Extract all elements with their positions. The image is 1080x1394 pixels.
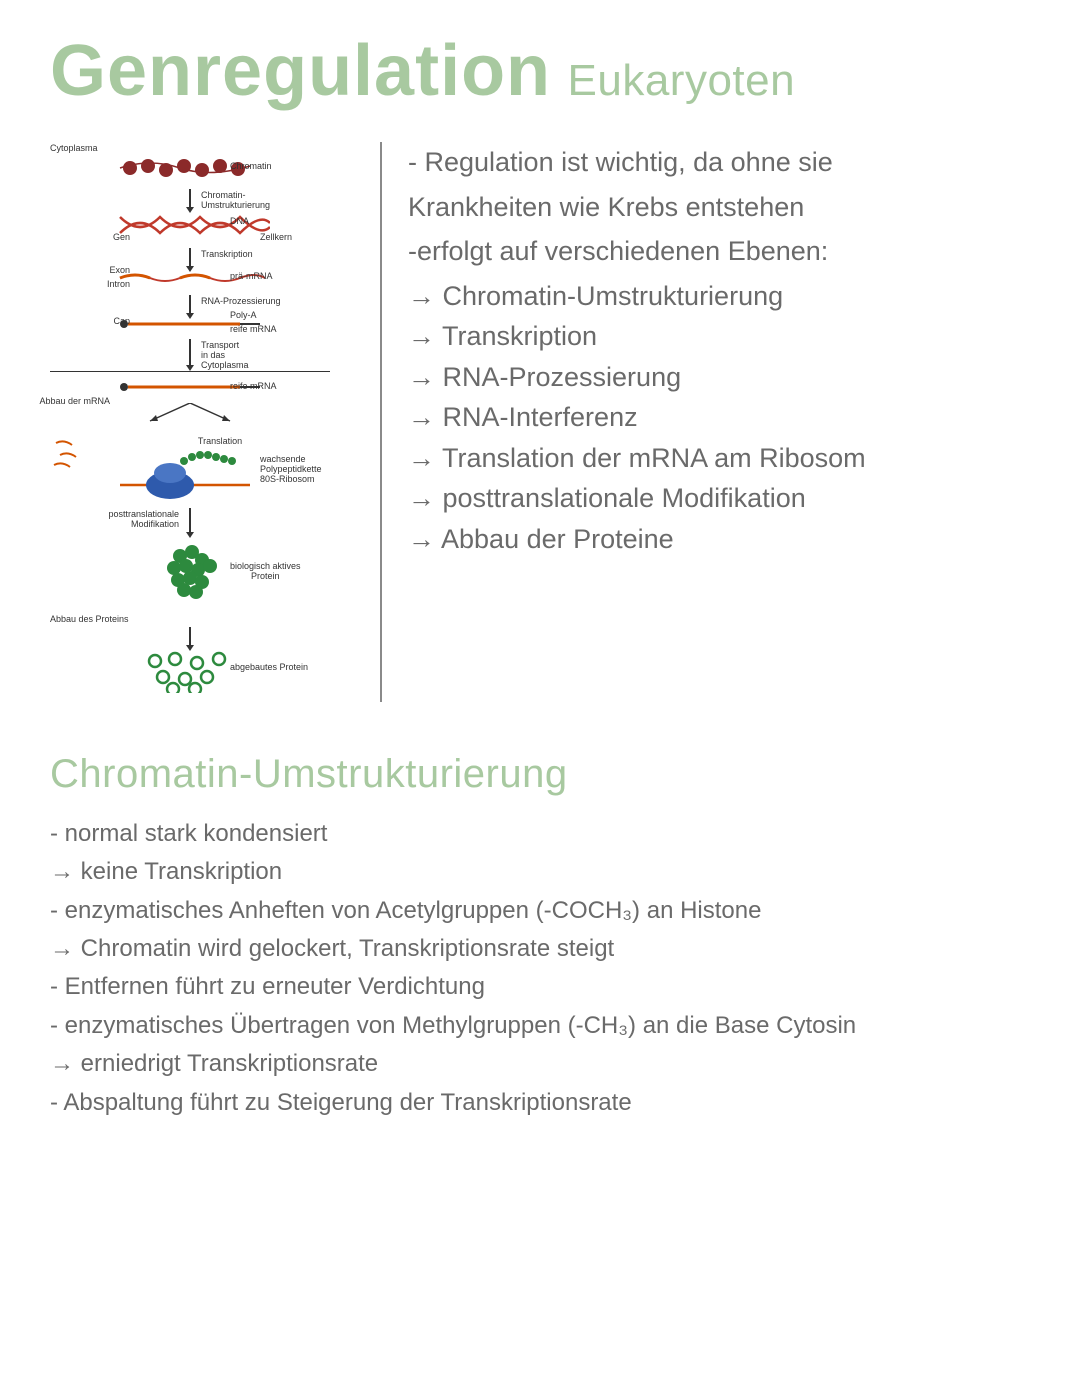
diagram-label-zellkern: Zellkern xyxy=(260,233,292,243)
gene-regulation-diagram: Cytoplasma Chromatin Chromatin- Umstrukt… xyxy=(50,144,330,696)
diagram-arrow xyxy=(189,627,191,647)
diagram-label-dna: DNA xyxy=(230,217,249,227)
diagram-label-transkription: Transkription xyxy=(201,250,253,260)
diagram-label-abbaumrna: Abbau der mRNA xyxy=(39,397,110,407)
split-arrow-icon xyxy=(110,403,270,429)
diagram-label-bioaktiv: biologisch aktives Protein xyxy=(230,562,301,582)
level-item: Translation der mRNA am Ribosom xyxy=(408,438,1030,479)
diagram-translation-row: Translation wachsende Polypeptidkette 80… xyxy=(50,435,330,502)
diagram-chromatin-row: Chromatin xyxy=(50,156,330,183)
degraded-mrna-icon xyxy=(50,435,100,471)
intro-line-1: - Regulation ist wichtig, da ohne sie xyxy=(408,142,1030,183)
level-item: RNA-Interferenz xyxy=(408,397,1030,438)
level-item: Chromatin-Umstrukturierung xyxy=(408,276,1030,317)
page-title-block: Genregulation Eukaryoten xyxy=(50,30,1030,112)
diagram-reifemrna-row: Cap Poly-A reife mRNA xyxy=(50,317,330,334)
list-item: enzymatisches Übertragen von Methylgrupp… xyxy=(50,1007,1030,1045)
diagram-label-transport: Transport in das Cytoplasma xyxy=(201,341,249,371)
diagram-arrow: Transport in das Cytoplasma xyxy=(189,339,191,367)
ribosome-icon xyxy=(110,449,270,499)
diagram-label-gen: Gen xyxy=(113,233,130,243)
list-item: normal stark kondensiert xyxy=(50,815,1030,853)
diagram-nucleus-border xyxy=(50,371,330,372)
diagram-label-exon: Exon xyxy=(109,266,130,276)
diagram-split-row: Abbau der mRNA xyxy=(50,403,330,429)
section2-body: normal stark kondensiert keine Transkrip… xyxy=(50,815,1030,1122)
intro-line-2: Krankheiten wie Krebs entstehen xyxy=(408,187,1030,228)
list-item: Entfernen führt zu erneuter Verdichtung xyxy=(50,968,1030,1006)
diagram-label-reife2: reife mRNA xyxy=(230,382,277,392)
level-item: Transkription xyxy=(408,316,1030,357)
diagram-label-chromatin: Chromatin xyxy=(230,162,272,172)
diagram-label-rnaproc: RNA-Prozessierung xyxy=(201,297,281,307)
diagram-arrow: RNA-Prozessierung xyxy=(189,295,191,315)
diagram-label-translation: Translation xyxy=(110,437,330,447)
diagram-degraded-row: abgebautes Protein xyxy=(50,649,330,696)
diagram-label-intron: Intron xyxy=(107,280,130,290)
diagram-pramrna-row: Exon Intron prä-mRNA xyxy=(50,270,330,289)
list-item: Abspaltung führt zu Steigerung der Trans… xyxy=(50,1084,1030,1122)
diagram-label-reife: reife mRNA xyxy=(230,325,277,335)
diagram-arrow: posttranslationale Modifikation xyxy=(189,508,191,534)
diagram-column: Cytoplasma Chromatin Chromatin- Umstrukt… xyxy=(50,142,350,702)
diagram-label-abbauprot: Abbau des Proteins xyxy=(50,615,330,625)
diagram-label-cap: Cap xyxy=(113,317,130,327)
diagram-label-polyA: Poly-A xyxy=(230,311,257,321)
diagram-dna-row: DNA Gen Zellkern xyxy=(50,211,330,242)
two-column-layout: Cytoplasma Chromatin Chromatin- Umstrukt… xyxy=(50,142,1030,702)
level-item: RNA-Prozessierung xyxy=(408,357,1030,398)
list-item: erniedrigt Transkriptionsrate xyxy=(50,1045,1030,1083)
diagram-reifemrna2-row: reife mRNA xyxy=(50,380,330,397)
diagram-label-wachsende: wachsende Polypeptidkette 80S-Ribosom xyxy=(260,455,322,485)
diagram-label-chrom-umstr: Chromatin- Umstrukturierung xyxy=(201,191,270,211)
title-sub: Eukaryoten xyxy=(568,56,796,105)
diagram-label-postmod: posttranslationale Modifikation xyxy=(99,510,179,530)
list-item: keine Transkription xyxy=(50,853,1030,891)
section-heading-chromatin: Chromatin-Umstrukturierung xyxy=(50,752,1030,797)
list-item: Chromatin wird gelockert, Transkriptions… xyxy=(50,930,1030,968)
diagram-label-abgebaut: abgebautes Protein xyxy=(230,663,308,673)
diagram-label-pramrna: prä-mRNA xyxy=(230,272,273,282)
diagram-label-cytoplasma: Cytoplasma xyxy=(50,144,330,154)
diagram-arrow: Chromatin- Umstrukturierung xyxy=(189,189,191,209)
intro-text-column: - Regulation ist wichtig, da ohne sie Kr… xyxy=(380,142,1030,702)
level-item: Abbau der Proteine xyxy=(408,519,1030,560)
title-main: Genregulation xyxy=(50,31,551,111)
level-item: posttranslationale Modifikation xyxy=(408,478,1030,519)
diagram-arrow: Transkription xyxy=(189,248,191,268)
intro-line-3: -erfolgt auf verschiedenen Ebenen: xyxy=(408,231,1030,272)
diagram-protein-row: biologisch aktives Protein xyxy=(50,536,330,609)
list-item: enzymatisches Anheften von Acetylgruppen… xyxy=(50,892,1030,930)
